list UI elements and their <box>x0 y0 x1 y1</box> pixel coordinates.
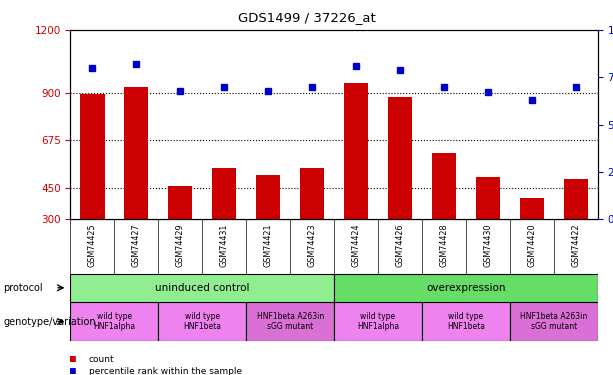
Bar <box>70 302 158 341</box>
Bar <box>212 168 237 219</box>
Bar <box>432 153 456 219</box>
Text: GSM74427: GSM74427 <box>132 224 141 267</box>
Text: wild type
HNF1alpha: wild type HNF1alpha <box>357 312 399 331</box>
Bar <box>510 302 598 341</box>
Text: count: count <box>89 355 115 364</box>
Text: GSM74428: GSM74428 <box>440 224 449 267</box>
Text: wild type
HNF1alpha: wild type HNF1alpha <box>93 312 135 331</box>
Text: wild type
HNF1beta: wild type HNF1beta <box>447 312 485 331</box>
Text: ■: ■ <box>70 366 77 375</box>
Text: GSM74426: GSM74426 <box>395 224 405 267</box>
Text: ■: ■ <box>70 354 77 364</box>
Text: GSM74431: GSM74431 <box>219 224 229 267</box>
Bar <box>168 186 192 219</box>
Bar <box>520 198 544 219</box>
Bar <box>256 175 280 219</box>
Bar <box>70 274 334 302</box>
Bar <box>80 94 105 219</box>
Bar <box>158 302 246 341</box>
Text: wild type
HNF1beta: wild type HNF1beta <box>183 312 221 331</box>
Text: HNF1beta A263in
sGG mutant: HNF1beta A263in sGG mutant <box>256 312 324 331</box>
Bar <box>476 177 500 219</box>
Bar <box>334 274 598 302</box>
Text: GSM74421: GSM74421 <box>264 224 273 267</box>
Text: HNF1beta A263in
sGG mutant: HNF1beta A263in sGG mutant <box>520 312 587 331</box>
Text: GSM74422: GSM74422 <box>571 224 581 267</box>
Text: GSM74425: GSM74425 <box>88 224 97 267</box>
Bar <box>124 87 148 219</box>
Bar <box>563 179 588 219</box>
Bar <box>246 302 334 341</box>
Text: GSM74424: GSM74424 <box>351 224 360 267</box>
Bar <box>344 82 368 219</box>
Text: uninduced control: uninduced control <box>155 283 249 293</box>
Text: GSM74423: GSM74423 <box>308 224 317 267</box>
Bar <box>422 302 510 341</box>
Text: percentile rank within the sample: percentile rank within the sample <box>89 367 242 375</box>
Bar <box>388 98 412 219</box>
Text: GSM74430: GSM74430 <box>483 224 492 267</box>
Text: GSM74429: GSM74429 <box>176 224 185 267</box>
Text: protocol: protocol <box>3 283 43 293</box>
Text: GSM74420: GSM74420 <box>527 224 536 267</box>
Text: genotype/variation: genotype/variation <box>3 316 96 327</box>
Text: GDS1499 / 37226_at: GDS1499 / 37226_at <box>238 11 375 24</box>
Bar <box>300 168 324 219</box>
Text: overexpression: overexpression <box>426 283 506 293</box>
Bar <box>334 302 422 341</box>
